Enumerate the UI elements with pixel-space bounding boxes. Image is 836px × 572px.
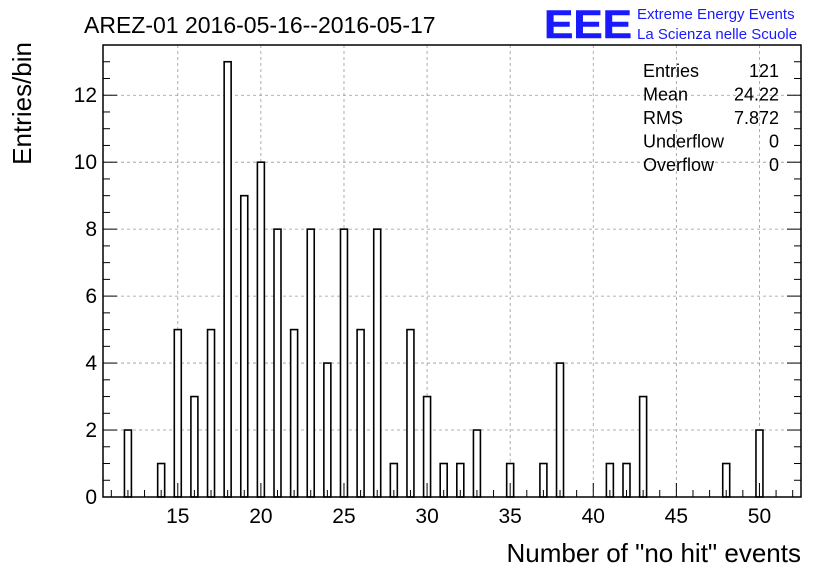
histogram-bar xyxy=(223,60,232,498)
y-tick-label: 0 xyxy=(85,486,97,509)
histogram-bar xyxy=(422,395,432,498)
histogram-bar xyxy=(406,328,415,498)
histogram-bar xyxy=(472,429,482,498)
y-tick-label: 10 xyxy=(74,151,97,174)
histogram-bar xyxy=(306,228,316,498)
x-tick-label: 15 xyxy=(166,505,189,528)
histogram-bar xyxy=(256,161,266,498)
stats-label: RMS xyxy=(643,108,683,128)
y-tick-label: 12 xyxy=(74,84,97,107)
histogram-bar xyxy=(289,328,299,498)
histogram-bar xyxy=(323,362,332,498)
x-tick-label: 35 xyxy=(498,505,521,528)
stats-value: 0 xyxy=(769,132,779,152)
eee-logo: EEE Extreme Energy Events La Scienza nel… xyxy=(544,3,797,48)
histogram-bar xyxy=(273,228,282,498)
histogram-bar xyxy=(372,228,382,498)
y-tick-label: 8 xyxy=(85,218,97,241)
y-tick-label: 2 xyxy=(85,419,97,442)
x-tick-label: 45 xyxy=(665,505,688,528)
histogram-bar xyxy=(356,328,365,498)
stats-label: Mean xyxy=(643,85,688,105)
histogram-bar xyxy=(239,194,249,498)
y-tick-label: 4 xyxy=(85,352,97,375)
stats-value: 7.872 xyxy=(734,108,779,128)
plot-frame xyxy=(102,44,802,498)
stats-label: Entries xyxy=(643,61,699,81)
y-axis: 0 2 4 6 8 10 12 xyxy=(74,44,801,509)
stats-value: 24.22 xyxy=(734,85,779,105)
histogram-bar xyxy=(339,228,349,498)
y-tick-label: 6 xyxy=(85,285,97,308)
grid-lines xyxy=(103,45,801,497)
eee-logo-line1: Extreme Energy Events xyxy=(637,6,795,23)
x-tick-label: 20 xyxy=(249,505,272,528)
x-axis: 15 20 25 30 35 40 45 50 xyxy=(110,483,794,528)
chart-title: AREZ-01 2016-05-16--2016-05-17 xyxy=(84,12,436,38)
stats-value: 0 xyxy=(769,155,779,175)
stats-label: Underflow xyxy=(643,132,725,152)
x-tick-label: 40 xyxy=(582,505,605,528)
eee-logo-mark: EEE xyxy=(544,3,632,47)
eee-logo-line2: La Scienza nelle Scuole xyxy=(637,26,797,43)
x-tick-label: 30 xyxy=(415,505,438,528)
histogram-bar xyxy=(555,362,565,498)
histogram-bar xyxy=(206,328,216,498)
histogram-bar xyxy=(123,429,133,498)
x-tick-label: 50 xyxy=(748,505,771,528)
histogram-bar xyxy=(173,328,183,498)
histogram-bar xyxy=(190,395,199,498)
stats-value: 121 xyxy=(749,61,779,81)
stats-label: Overflow xyxy=(643,155,715,175)
histogram-bar xyxy=(638,395,648,498)
y-axis-label: Entries/bin xyxy=(7,42,37,165)
x-tick-label: 25 xyxy=(332,505,355,528)
x-axis-label: Number of "no hit" events xyxy=(507,538,802,568)
stats-box: Entries 121 Mean 24.22 RMS 7.872 Underflow 0 Ove… xyxy=(643,61,779,175)
